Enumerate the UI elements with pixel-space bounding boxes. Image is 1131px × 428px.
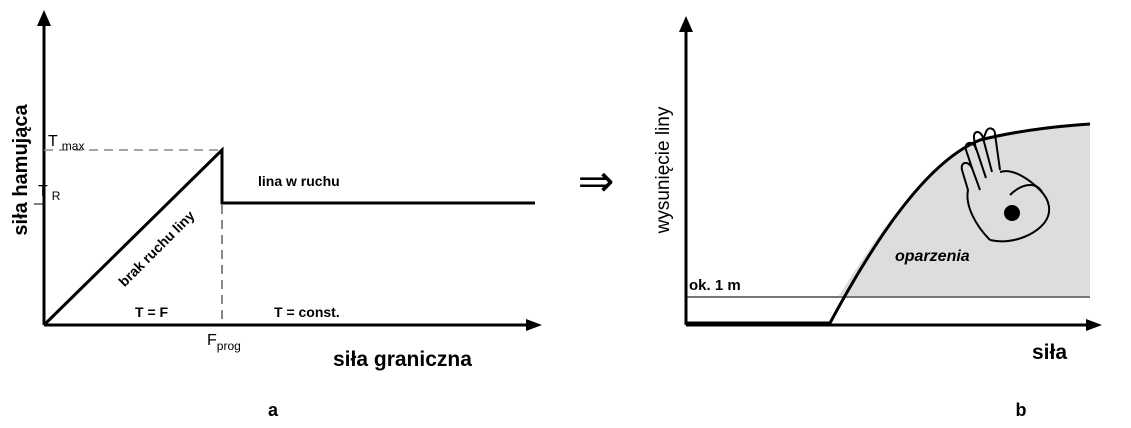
ramp-label: brak ruchu liny bbox=[115, 207, 197, 289]
y-axis-label: siła hamująca bbox=[10, 104, 32, 236]
x-axis-label: siła graniczna bbox=[333, 348, 472, 371]
burn-mark bbox=[1004, 205, 1020, 221]
symbol: T bbox=[38, 183, 48, 200]
left-region-label: T = F bbox=[135, 304, 169, 320]
symbol: T bbox=[48, 133, 58, 150]
f-prog-label: Fprog bbox=[207, 332, 241, 353]
burn-region bbox=[838, 124, 1090, 297]
subscript: R bbox=[52, 189, 61, 203]
y-axis-arrow bbox=[679, 16, 693, 32]
caption: a bbox=[268, 400, 279, 420]
diagram: siła hamująca Tmax TR brak ruchu liny li… bbox=[0, 0, 1131, 428]
implies-arrow: ⇒ bbox=[578, 157, 615, 206]
subscript: prog bbox=[217, 339, 241, 353]
region-label: oparzenia bbox=[895, 248, 970, 265]
panel-b: wysunięcie liny ok. 1 m oparzenia siła b bbox=[653, 16, 1102, 420]
x-axis-label: siła bbox=[1032, 341, 1067, 364]
x-axis-arrow bbox=[526, 319, 542, 331]
plateau-label: lina w ruchu bbox=[258, 173, 340, 189]
x-axis-arrow bbox=[1086, 319, 1102, 331]
y-axis-label: wysunięcie liny bbox=[653, 106, 674, 234]
level-label: ok. 1 m bbox=[689, 277, 741, 294]
y-axis-arrow bbox=[37, 10, 51, 26]
symbol: F bbox=[207, 332, 217, 349]
caption: b bbox=[1016, 400, 1027, 420]
subscript: max bbox=[62, 139, 85, 153]
right-region-label: T = const. bbox=[274, 304, 340, 320]
